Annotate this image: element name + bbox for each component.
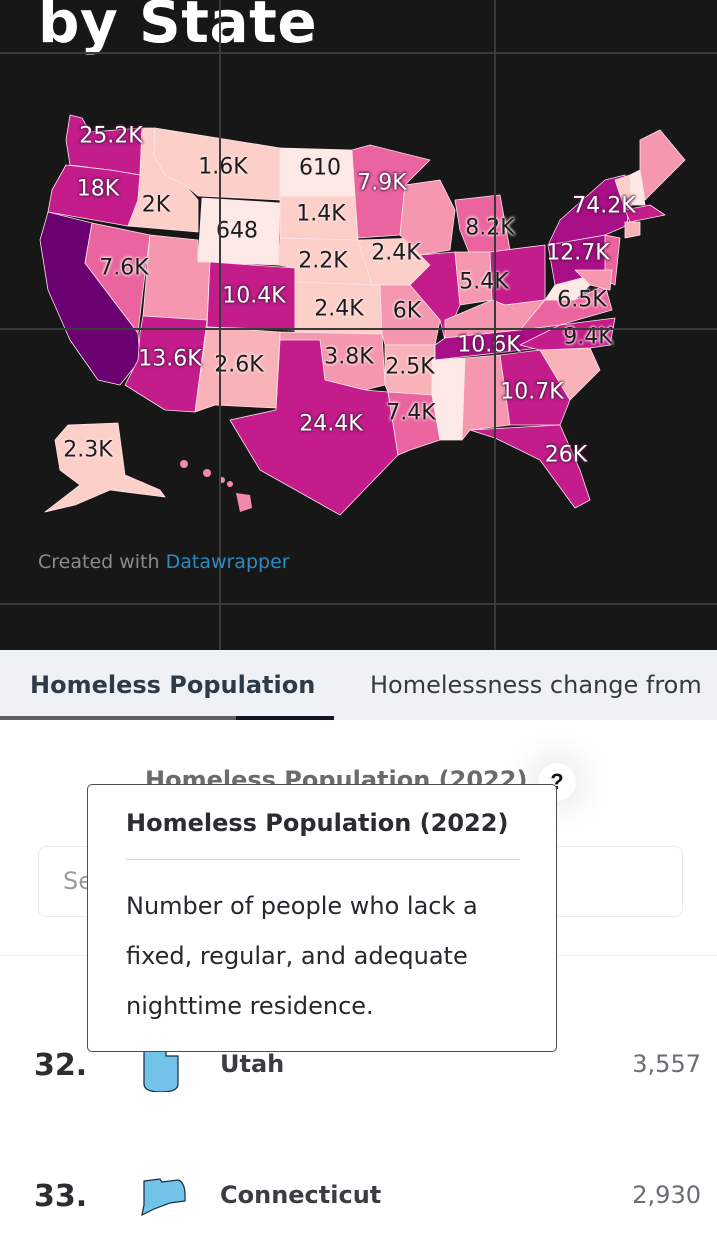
map-label-in: 5.4K — [459, 269, 509, 295]
info-tooltip: Homeless Population (2022) Number of peo… — [87, 784, 557, 1052]
rank: 32. — [34, 1048, 88, 1083]
state-NM — [194, 326, 281, 413]
map-label-ar: 2.5K — [385, 354, 435, 380]
state-GA — [499, 349, 571, 426]
state-AK — [44, 422, 166, 513]
grid-line — [0, 328, 717, 330]
map-label-wy: 648 — [216, 218, 258, 244]
tab-homeless-population[interactable]: Homeless Population — [30, 671, 316, 699]
state-value: 3,557 — [632, 1050, 701, 1078]
map-label-ny: 74.2K — [572, 193, 636, 219]
map-label-tx: 24.4K — [299, 411, 363, 437]
tooltip-divider — [126, 859, 520, 860]
map-label-sd: 1.4K — [296, 201, 346, 227]
tab-homelessness-change[interactable]: Homelessness change from — [370, 671, 702, 699]
state-name: Connecticut — [220, 1181, 382, 1209]
tooltip-body: Number of people who lack a fixed, regul… — [126, 892, 478, 1020]
grid-line — [0, 603, 717, 605]
map-label-az: 13.6K — [138, 346, 202, 372]
map-label-mn: 7.9K — [357, 170, 407, 196]
map-label-nm: 2.6K — [214, 352, 264, 378]
map-label-ne: 2.2K — [298, 248, 348, 274]
map-label-id: 2K — [141, 192, 171, 218]
datawrapper-link[interactable]: Datawrapper — [165, 551, 290, 573]
state-AZ — [124, 315, 208, 413]
page-title: by State — [38, 0, 318, 56]
state-ME — [639, 129, 686, 201]
grid-line — [219, 0, 221, 650]
state-LA — [387, 391, 441, 456]
map-label-ak: 2.3K — [63, 437, 113, 463]
state-FL — [469, 424, 591, 509]
table-row[interactable]: 32. Utah 3,557 — [0, 1036, 717, 1096]
map-label-pa: 12.7K — [546, 240, 610, 266]
map-label-co: 10.4K — [222, 283, 286, 309]
state-HI — [180, 460, 252, 512]
state-MA — [624, 204, 666, 223]
tab-scroll-indicator — [0, 716, 236, 720]
table-row[interactable]: 33. Connecticut 2,930 — [0, 1167, 717, 1227]
map-label-va: 6.5K — [557, 287, 607, 313]
tab-bar: Homeless Population Homelessness change … — [0, 650, 717, 720]
map-label-ks: 2.4K — [314, 296, 364, 322]
map-label-ia: 2.4K — [371, 240, 421, 266]
rank: 33. — [34, 1179, 88, 1214]
map-label-nv: 7.6K — [99, 255, 149, 281]
map-panel: by State — [0, 0, 717, 650]
active-tab-underline — [236, 716, 334, 720]
map-label-mt: 1.6K — [198, 154, 248, 180]
us-choropleth-map — [39, 114, 686, 516]
map-label-la: 7.4K — [386, 400, 436, 426]
map-label-ga: 10.7K — [500, 379, 564, 405]
map-label-mo: 6K — [392, 298, 422, 324]
map-label-ok: 3.8K — [324, 344, 374, 370]
map-label-mi: 8.2K — [465, 215, 515, 241]
state-NV — [84, 222, 151, 334]
state-value: 2,930 — [632, 1181, 701, 1209]
state-name: Utah — [220, 1050, 285, 1078]
map-label-fl: 26K — [544, 442, 588, 468]
state-WI — [399, 179, 456, 256]
grid-line — [494, 0, 496, 650]
map-label-tn: 10.6K — [457, 332, 521, 358]
state-MD — [574, 269, 613, 291]
grid-line — [0, 52, 717, 54]
map-label-nd: 610 — [299, 155, 341, 181]
datawrapper-credit: Created with Datawrapper — [38, 551, 290, 573]
connecticut-shape-icon — [140, 1173, 188, 1222]
tooltip-title: Homeless Population (2022) — [126, 809, 509, 837]
map-label-wa: 25.2K — [79, 123, 143, 149]
state-CT — [624, 221, 641, 239]
map-label-or: 18K — [76, 176, 120, 202]
utah-shape-icon — [140, 1042, 182, 1097]
credit-prefix: Created with — [38, 551, 166, 573]
state-MS — [431, 357, 466, 441]
